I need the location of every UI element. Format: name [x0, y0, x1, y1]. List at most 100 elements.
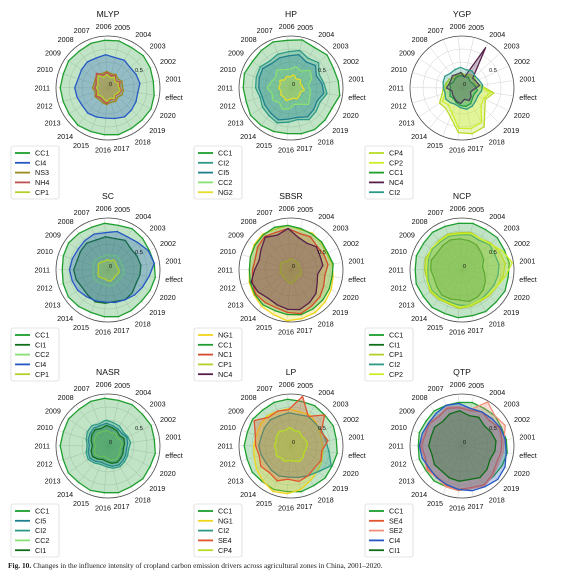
axis-label-2020: 2020	[343, 293, 359, 302]
legend-label-CC1: CC1	[35, 331, 49, 340]
legend-label-CC1: CC1	[389, 507, 403, 516]
axis-label-2005: 2005	[468, 205, 484, 214]
grid-spoke	[287, 394, 292, 447]
grid-spoke	[58, 72, 109, 89]
series-CI2	[442, 66, 484, 110]
legend-label-CC1: CC1	[35, 507, 49, 516]
grid-spoke	[103, 269, 109, 322]
legend-label-CI4: CI4	[35, 360, 46, 369]
grid-spoke	[64, 445, 109, 476]
axis-label-2015: 2015	[427, 323, 443, 332]
series-CI1	[90, 424, 126, 464]
grid-spoke	[241, 87, 292, 104]
series-CC1	[248, 224, 334, 316]
grid-spoke	[58, 269, 109, 286]
caption-text: Changes in the influence intensity of cr…	[33, 561, 383, 570]
grid-spoke	[104, 218, 109, 271]
legend-label-CC1: CC1	[389, 331, 403, 340]
grid-spoke	[107, 395, 121, 447]
grid-spoke	[429, 229, 463, 271]
grid-spoke	[241, 254, 292, 271]
grid-spoke	[429, 445, 463, 487]
radar-chart-sbsr: 2006 2005 2004 2003 2002 2001 effect 2020 2019 20…	[193, 191, 366, 382]
grid-spoke	[290, 438, 343, 447]
grid-spoke	[241, 430, 292, 447]
axis-label-2020: 2020	[160, 469, 176, 478]
grid-spoke	[75, 269, 109, 311]
axis-label-2009: 2009	[45, 230, 61, 239]
legend-label-CP1: CP1	[35, 370, 49, 379]
legend-label-CC1: CC1	[35, 149, 49, 158]
legend-label-NH4: NH4	[35, 178, 49, 187]
axis-label-2012: 2012	[220, 102, 236, 111]
axis-label-2003: 2003	[504, 224, 520, 233]
axis-label-2003: 2003	[333, 400, 349, 409]
series-CP1	[279, 257, 302, 285]
grid-spoke	[107, 42, 135, 89]
grid-spoke	[258, 269, 292, 311]
chart-title: YGP	[453, 9, 471, 19]
axis-label-2016: 2016	[278, 145, 294, 154]
grid-spoke	[107, 87, 120, 139]
grid-spoke	[287, 218, 292, 271]
axis-label-2008: 2008	[412, 393, 428, 402]
series-NC4	[250, 227, 324, 311]
axis-label-2018: 2018	[318, 137, 334, 146]
radar-chart-hp: 2006 2005 2004 2003 2002 2001 effect 2020 2019 20…	[193, 9, 366, 200]
axis-label-2010: 2010	[37, 423, 53, 432]
tick-label: 0.5	[489, 68, 497, 74]
grid-spoke	[258, 405, 292, 447]
grid-spoke	[290, 65, 339, 89]
axis-label-2012: 2012	[391, 284, 407, 293]
legend-label-NG1: NG1	[218, 516, 233, 525]
legend-label-CC1: CC1	[389, 168, 403, 177]
series-CI4	[68, 230, 155, 304]
grid-spoke	[461, 87, 514, 97]
axis-label-2006: 2006	[450, 22, 466, 31]
axis-label-2015: 2015	[427, 499, 443, 508]
axis-label-2012: 2012	[391, 460, 407, 469]
legend-label-CI5: CI5	[35, 516, 46, 525]
axis-label-2019: 2019	[503, 308, 519, 317]
axis-label-2016: 2016	[95, 503, 111, 512]
grid-spoke	[107, 87, 147, 124]
grid-spoke	[258, 87, 292, 129]
axis-label-2002: 2002	[160, 57, 176, 66]
grid-spoke	[290, 80, 343, 89]
grid-spoke	[461, 445, 514, 455]
axis-label-2005: 2005	[468, 381, 484, 390]
axis-label-2006: 2006	[96, 22, 112, 31]
grid-spoke	[290, 445, 330, 482]
radar-chart-sc: 2006 2005 2004 2003 2002 2001 effect 2020 2019 20…	[10, 191, 183, 382]
legend-box	[364, 145, 414, 200]
axis-label-2008: 2008	[58, 393, 74, 402]
grid-spoke	[248, 416, 292, 447]
legend-label-NC1: NC1	[218, 350, 232, 359]
grid-spoke	[458, 218, 463, 271]
legend-label-CI4: CI4	[35, 158, 46, 167]
series-CP4	[273, 426, 309, 463]
legend-label-CC1: CC1	[218, 340, 232, 349]
series-CI2	[258, 412, 332, 479]
axis-label-effect: effect	[519, 275, 536, 284]
axis-label-2013: 2013	[228, 300, 244, 309]
axis-label-2018: 2018	[135, 319, 151, 328]
grid-spoke	[65, 240, 109, 271]
grid-spoke	[290, 87, 343, 97]
grid-spoke	[461, 65, 510, 89]
axis-label-effect: effect	[348, 451, 365, 460]
axis-label-2008: 2008	[241, 35, 257, 44]
grid-spoke	[290, 42, 318, 89]
grid-spoke	[107, 445, 155, 470]
grid-spoke	[107, 37, 121, 89]
tick-label: 0.5	[135, 426, 143, 432]
grid-spoke	[290, 87, 330, 124]
legend-box	[10, 503, 60, 558]
axis-label-2014: 2014	[240, 314, 256, 323]
tick-label: 0.5	[489, 426, 497, 432]
grid-spoke	[443, 221, 463, 271]
grid-spoke	[107, 234, 147, 271]
legend-box	[193, 503, 243, 558]
